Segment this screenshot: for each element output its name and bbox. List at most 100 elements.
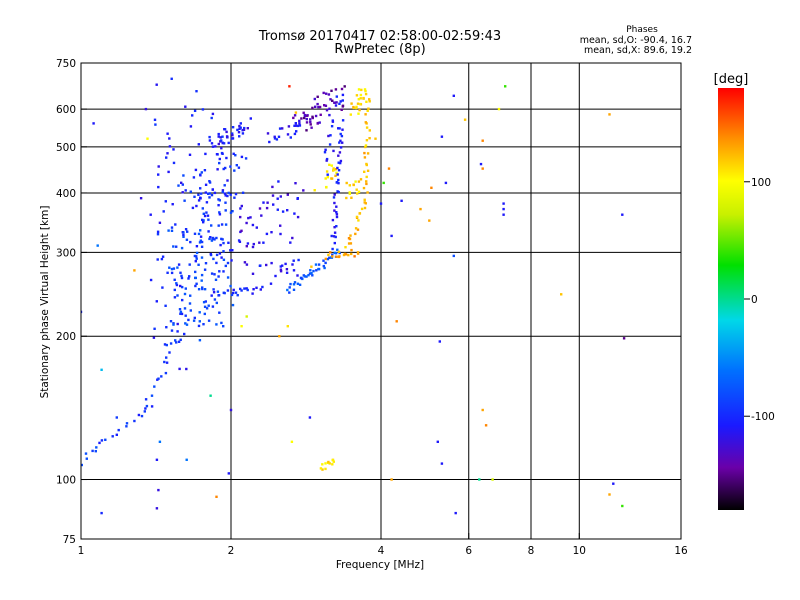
echo-point <box>91 449 94 453</box>
echo-point <box>366 109 369 112</box>
echo-point <box>201 108 205 111</box>
x-tick-label: 16 <box>674 545 688 557</box>
echo-point <box>334 168 338 171</box>
echo-point <box>150 405 154 408</box>
x-tick-label: 8 <box>528 545 535 557</box>
colorbar-tick-label: -100 <box>751 411 775 423</box>
echo-point <box>208 180 211 183</box>
echo-point <box>289 241 292 244</box>
echo-point <box>161 286 164 289</box>
echo-point <box>170 271 174 275</box>
echo-point <box>218 252 222 255</box>
echo-point <box>339 146 343 149</box>
echo-point <box>241 129 244 132</box>
echo-point <box>222 241 225 245</box>
echo-point <box>193 254 197 258</box>
echo-point <box>333 209 336 212</box>
echo-point <box>324 257 327 261</box>
echo-point <box>193 316 196 320</box>
echo-point <box>181 183 184 186</box>
echo-point <box>197 288 201 291</box>
echo-point <box>223 184 226 187</box>
echo-point <box>220 147 223 150</box>
echo-point <box>279 265 282 268</box>
echo-point <box>185 323 189 326</box>
echo-point <box>217 224 220 227</box>
echo-point <box>330 89 333 92</box>
echo-point <box>265 232 269 236</box>
echo-point <box>340 108 343 111</box>
echo-point <box>327 253 330 257</box>
echo-point <box>173 288 176 292</box>
echo-point <box>218 213 222 216</box>
echo-point <box>326 257 330 261</box>
echo-point <box>339 100 342 103</box>
echo-point <box>365 182 368 186</box>
echo-point <box>316 122 319 125</box>
echo-point <box>218 311 221 314</box>
echo-point <box>241 191 245 194</box>
echo-point <box>180 312 184 316</box>
echo-point <box>144 398 148 401</box>
echo-point <box>215 153 219 156</box>
echo-point <box>504 85 507 88</box>
echo-point <box>329 134 332 137</box>
echo-point <box>195 257 198 260</box>
echo-point <box>400 199 403 202</box>
echo-point <box>335 95 338 98</box>
echo-point <box>271 185 274 189</box>
echo-point <box>261 285 264 289</box>
echo-point <box>296 197 299 200</box>
echo-point <box>210 116 213 120</box>
echo-point <box>179 284 182 288</box>
echo-point <box>218 161 221 165</box>
echo-point <box>612 482 615 485</box>
echo-point <box>181 191 184 194</box>
echo-point <box>305 121 309 124</box>
echo-point <box>239 126 242 129</box>
echo-point <box>337 169 341 172</box>
echo-point <box>309 123 312 126</box>
echo-point <box>172 161 176 165</box>
echo-point <box>199 196 202 199</box>
echo-point <box>621 213 624 216</box>
echo-point <box>350 252 353 256</box>
echo-point <box>161 255 165 258</box>
echo-point <box>224 223 228 226</box>
echo-point <box>218 199 221 202</box>
echo-point <box>364 113 367 116</box>
echo-point <box>194 270 197 274</box>
echo-point <box>333 251 336 255</box>
echo-point <box>300 117 303 120</box>
echo-point <box>165 356 168 359</box>
echo-point <box>208 139 212 142</box>
echo-point <box>234 192 238 196</box>
echo-point <box>331 463 334 466</box>
echo-point <box>188 302 192 305</box>
echo-point <box>165 156 168 159</box>
echo-point <box>212 291 216 294</box>
echo-point <box>360 88 363 92</box>
echo-point <box>156 230 160 233</box>
echo-point <box>229 193 232 196</box>
echo-point <box>330 125 334 128</box>
echo-point <box>115 433 118 436</box>
echo-point <box>92 122 95 125</box>
echo-point <box>189 190 192 193</box>
echo-point <box>221 152 224 155</box>
echo-point <box>246 288 249 292</box>
echo-point <box>339 161 342 165</box>
echo-point <box>100 439 104 442</box>
echo-point <box>205 307 209 310</box>
echo-point <box>271 194 275 197</box>
echo-point <box>296 215 300 219</box>
chart-title: Tromsø 20170417 02:58:00-02:59:43 <box>258 29 501 44</box>
y-tick-label: 750 <box>56 58 76 70</box>
echo-point <box>349 242 353 245</box>
echo-point <box>251 272 255 275</box>
echo-point <box>337 190 340 194</box>
echo-point <box>348 184 351 187</box>
echo-point <box>352 183 355 186</box>
echo-point <box>338 127 341 130</box>
echo-point <box>331 247 334 251</box>
